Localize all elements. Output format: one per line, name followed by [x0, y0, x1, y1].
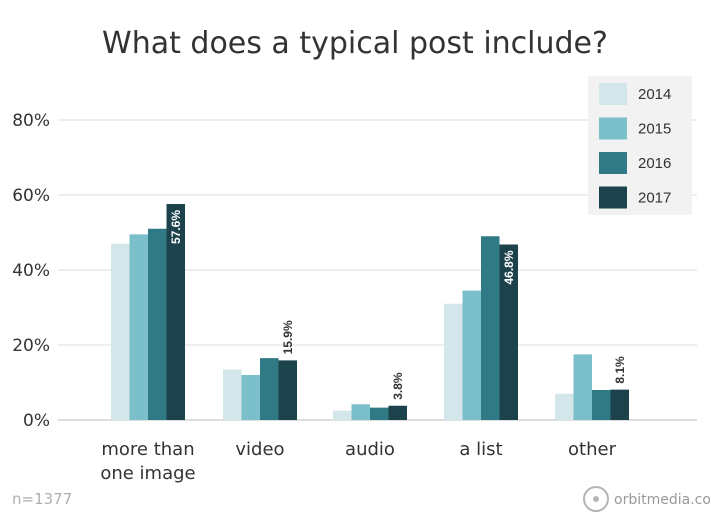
bar-2014: [444, 303, 463, 420]
bar-2017: [499, 244, 518, 420]
category-label: other: [568, 439, 617, 460]
orbit-logo-dot: [593, 496, 599, 502]
bar-2016: [260, 358, 279, 420]
data-label: 15.9%: [281, 320, 295, 354]
bar-2016: [592, 390, 611, 420]
orbit-logo-icon: [583, 486, 609, 512]
legend-swatch-2014: [599, 83, 627, 105]
bar-2015: [462, 290, 481, 420]
bar-2015: [241, 375, 260, 420]
bar-2014: [111, 243, 130, 420]
brand-logo: orbitmedia.com: [583, 486, 710, 512]
data-label: 46.8%: [502, 250, 516, 284]
y-axis-ticks: 0% 20% 40% 60% 80%: [12, 111, 50, 431]
category-label: more than: [101, 439, 194, 460]
x-axis-categories: more than one image video audio a list other: [100, 439, 616, 484]
bar-2014: [223, 369, 242, 420]
y-tick-label: 20%: [12, 336, 50, 356]
bar-2017: [278, 360, 297, 420]
legend-swatch-2016: [599, 152, 627, 174]
data-labels: 57.6% 15.9% 3.8% 46.8% 8.1%: [169, 210, 627, 400]
bar-2015: [129, 234, 148, 420]
bar-2017: [388, 405, 407, 420]
bar-2015: [573, 354, 592, 420]
legend-label: 2016: [638, 155, 671, 172]
y-tick-label: 0%: [23, 411, 50, 431]
sample-size-note: n=1377: [12, 490, 72, 508]
bar-2014: [555, 393, 574, 420]
bar-2014: [333, 410, 352, 420]
brand-name: orbitmedia.com: [614, 492, 710, 508]
category-label: audio: [345, 439, 395, 460]
legend-label: 2014: [638, 86, 671, 103]
data-label: 57.6%: [169, 210, 183, 244]
category-label: one image: [100, 463, 195, 484]
legend-label: 2017: [638, 190, 671, 207]
bar-2015: [351, 404, 370, 420]
legend-swatch-2015: [599, 117, 627, 140]
bar-2017: [166, 204, 185, 420]
legend-swatch-2017: [599, 186, 627, 209]
bars: [111, 204, 629, 420]
bar-2016: [370, 407, 389, 420]
y-tick-label: 60%: [12, 186, 50, 206]
data-label: 3.8%: [391, 372, 405, 400]
legend: 2014 2015 2016 2017: [588, 76, 692, 215]
y-tick-label: 40%: [12, 261, 50, 281]
category-label: a list: [459, 439, 502, 460]
data-label: 8.1%: [613, 356, 627, 384]
y-tick-label: 80%: [12, 111, 50, 131]
category-label: video: [235, 439, 284, 460]
bar-2017: [610, 389, 629, 420]
bar-2016: [481, 236, 500, 420]
bar-2016: [148, 228, 167, 420]
legend-label: 2015: [638, 121, 671, 138]
chart-title: What does a typical post include?: [102, 26, 608, 61]
